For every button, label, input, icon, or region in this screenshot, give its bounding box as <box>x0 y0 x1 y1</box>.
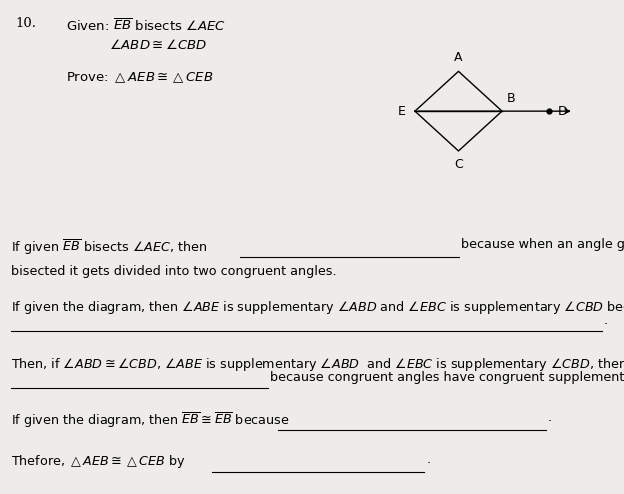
Text: Given: $\overline{EB}$ bisects $\angle AEC$: Given: $\overline{EB}$ bisects $\angle A… <box>66 17 225 34</box>
Text: bisected it gets divided into two congruent angles.: bisected it gets divided into two congru… <box>11 265 337 278</box>
Text: A: A <box>454 51 463 64</box>
Text: .: . <box>603 314 608 327</box>
Text: Prove: $\triangle AEB \cong \triangle CEB$: Prove: $\triangle AEB \cong \triangle CE… <box>66 70 213 84</box>
Text: If given $\overline{EB}$ bisects $\angle AEC$, then: If given $\overline{EB}$ bisects $\angle… <box>11 238 208 257</box>
Text: because congruent angles have congruent supplements.: because congruent angles have congruent … <box>270 370 624 383</box>
Text: Thefore, $\triangle AEB \cong \triangle CEB$ by: Thefore, $\triangle AEB \cong \triangle … <box>11 453 187 470</box>
Text: B: B <box>507 92 515 105</box>
Text: $\angle ABD \cong \angle CBD$: $\angle ABD \cong \angle CBD$ <box>109 38 208 52</box>
Text: D: D <box>558 105 568 118</box>
Text: Then, if $\angle ABD \cong \angle CBD$, $\angle ABE$ is supplementary $\angle AB: Then, if $\angle ABD \cong \angle CBD$, … <box>11 356 624 372</box>
Text: .: . <box>426 453 431 466</box>
Text: If given the diagram, then $\overline{EB} \cong \overline{EB}$ because: If given the diagram, then $\overline{EB… <box>11 411 291 430</box>
Text: C: C <box>454 159 463 171</box>
Text: 10.: 10. <box>16 17 37 30</box>
Text: E: E <box>397 105 406 118</box>
Text: If given the diagram, then $\angle ABE$ is supplementary $\angle ABD$ and $\angl: If given the diagram, then $\angle ABE$ … <box>11 299 624 316</box>
Text: .: . <box>548 411 552 424</box>
Text: because when an angle gets: because when an angle gets <box>461 238 624 251</box>
